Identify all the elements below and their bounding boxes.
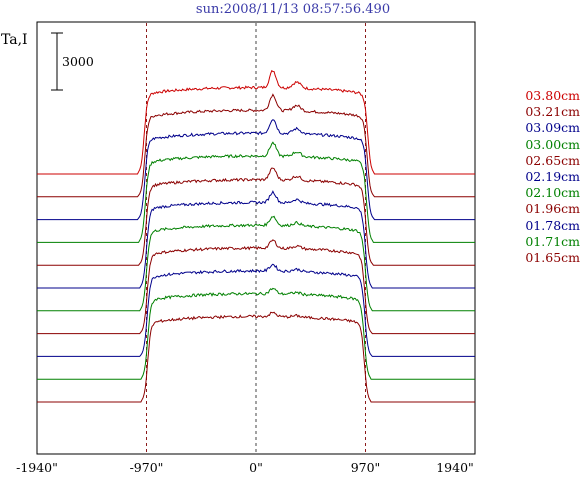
legend-entry: 03.21cm	[525, 104, 580, 120]
legend-entry: 01.65cm	[525, 250, 580, 266]
scale-bar: 3000	[51, 32, 94, 91]
series-line	[37, 141, 475, 243]
series-line	[37, 215, 475, 312]
legend-entry: 02.19cm	[525, 169, 580, 185]
plot-frame	[36, 21, 476, 455]
scale-bar-label: 3000	[62, 54, 94, 69]
series-line	[37, 69, 475, 175]
reference-lines	[146, 23, 366, 453]
series-line	[37, 287, 475, 380]
legend-entry: 03.00cm	[525, 136, 580, 152]
x-tick-label: 1940"	[436, 460, 474, 475]
y-axis-name: Ta,I	[1, 32, 28, 48]
legend-entry: 01.71cm	[525, 233, 580, 249]
series-line	[37, 190, 475, 289]
legend-entry: 02.10cm	[525, 185, 580, 201]
series-line	[37, 119, 475, 221]
series-line	[37, 311, 475, 403]
x-tick-label: -1940"	[16, 460, 58, 475]
legend-entry: 02.65cm	[525, 152, 580, 168]
x-tick-label: -970"	[130, 460, 164, 475]
x-tick-label: 970"	[351, 460, 381, 475]
series-line	[37, 263, 475, 357]
x-axis-ticks: -1940" -970" 0" 970" 1940"	[16, 460, 474, 475]
x-tick-label: 0"	[249, 460, 263, 475]
series-curves	[37, 69, 475, 403]
series-line	[37, 167, 475, 266]
legend-entry: 03.80cm	[525, 88, 580, 103]
legend-entry: 01.78cm	[525, 217, 580, 233]
legend-entry: 03.09cm	[525, 120, 580, 136]
series-line	[37, 93, 475, 198]
chart-title: sun:2008/11/13 08:57:56.490	[195, 2, 391, 17]
legend: 03.80cm 03.21cm 03.09cm 03.00cm 02.65cm 02.19…	[500, 88, 586, 266]
legend-entry: 01.96cm	[525, 201, 580, 217]
series-line	[37, 239, 475, 335]
